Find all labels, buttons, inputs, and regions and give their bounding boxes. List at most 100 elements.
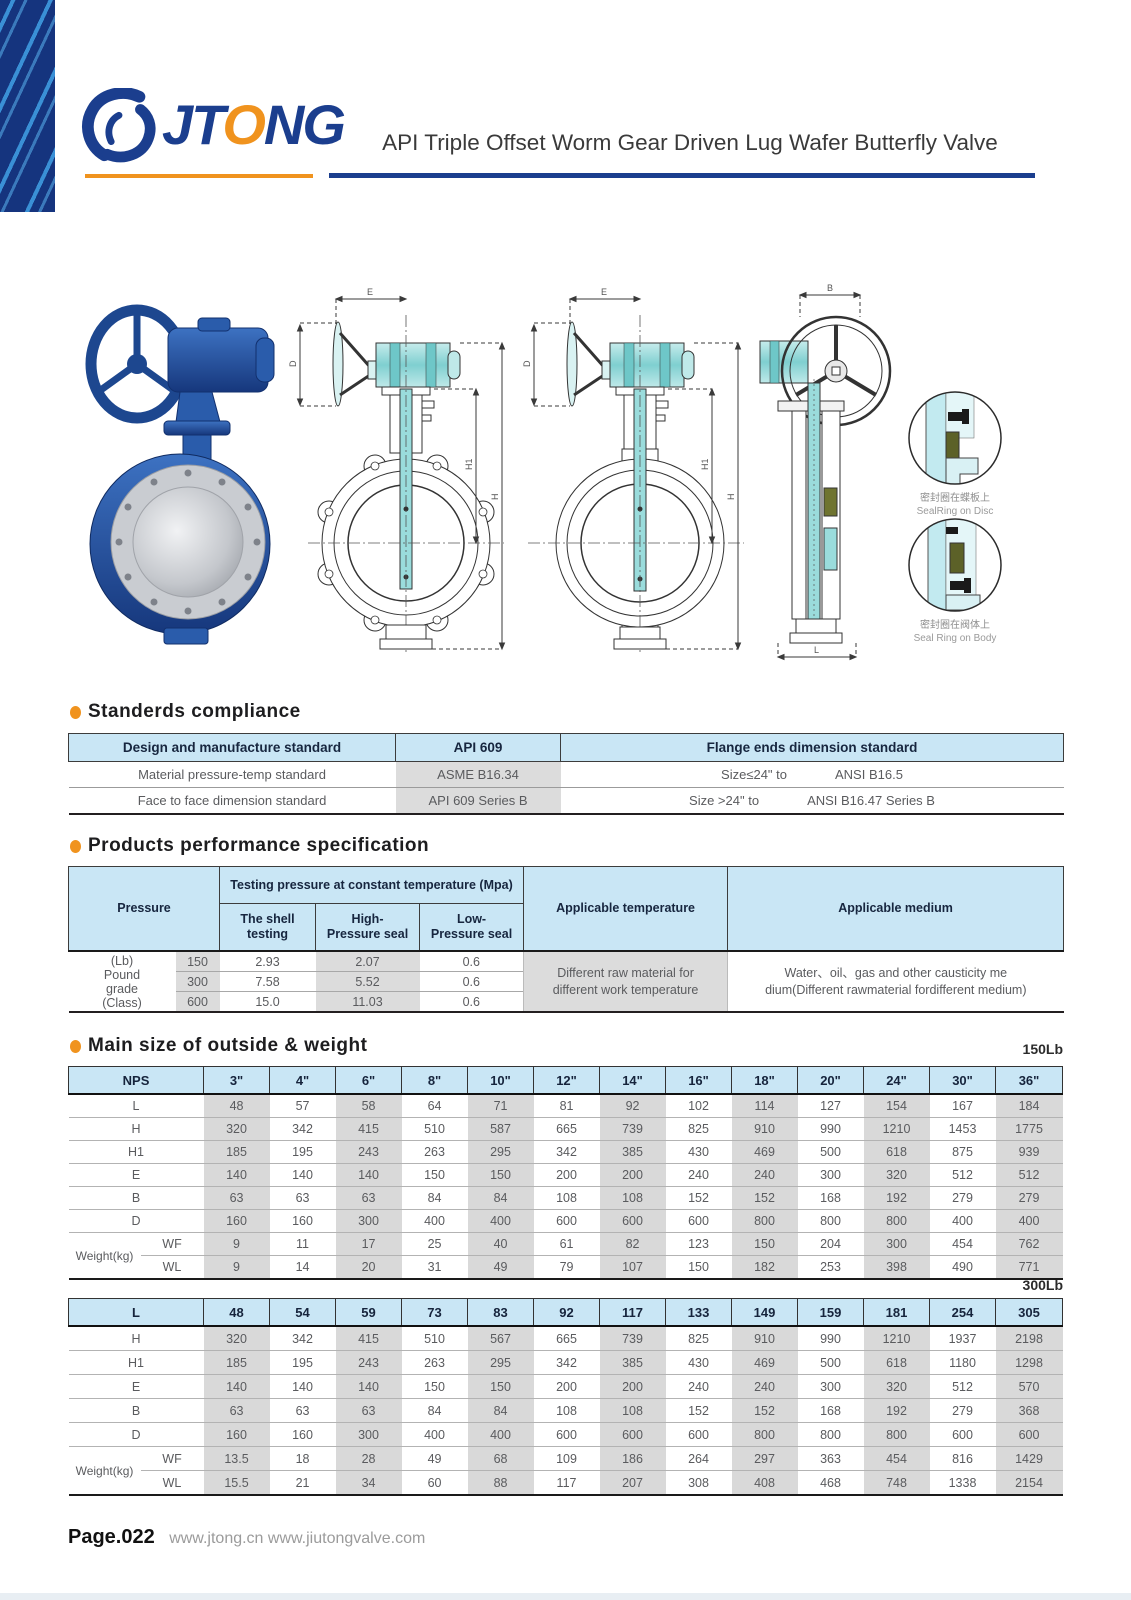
size-col-header: 133 <box>665 1298 733 1327</box>
size-value-cell: 60 <box>401 1470 468 1495</box>
table-row: D 160 160 300 400 400 600 600 600 800 800 800 400 400 <box>68 1209 1063 1233</box>
detail-caption-en: SealRing on Disc <box>917 506 994 517</box>
page-footer: Page.022 www.jtong.cn www.jiutongvalve.c… <box>68 1526 425 1549</box>
size-value-cell: 500 <box>797 1140 864 1164</box>
size-value-cell: 263 <box>401 1350 468 1375</box>
bullet-icon <box>70 1039 81 1053</box>
size-value-cell: 400 <box>401 1422 468 1447</box>
table-cell: 0.6 <box>419 971 524 992</box>
size-col-header: 305 <box>995 1298 1064 1327</box>
col-header: Flange ends dimension standard <box>560 733 1064 762</box>
size-value-cell: 400 <box>467 1209 534 1233</box>
size-value-cell: 2198 <box>995 1325 1063 1351</box>
size-col-header: 24" <box>863 1066 931 1095</box>
size-col-header: 181 <box>863 1298 931 1327</box>
size-value-cell: 1180 <box>929 1350 996 1375</box>
dim-label-L: L <box>814 645 819 655</box>
size-value-cell: 990 <box>797 1325 864 1351</box>
size-value-cell: 1429 <box>995 1446 1063 1471</box>
col-header: Applicable medium <box>727 866 1065 952</box>
standard-ref: ANSI B16.47 Series B <box>807 793 935 808</box>
table-row: Pressure Testing pressure at constant te… <box>67 866 1065 952</box>
size-value-cell: 107 <box>599 1255 666 1279</box>
table-cell: 7.58 <box>219 971 316 992</box>
size-value-cell: 63 <box>335 1398 402 1423</box>
gearbox <box>375 342 461 396</box>
side-view-drawing: B L <box>759 283 892 661</box>
size-col-header: 92 <box>533 1298 601 1327</box>
table-cell: 2.93 <box>219 950 316 972</box>
size-value-cell: 40 <box>467 1232 534 1256</box>
table-row: (Lb) Pound grade (Class) 150 2.93 2.07 0… <box>68 950 1064 1012</box>
page-title: API Triple Offset Worm Gear Driven Lug W… <box>382 130 998 155</box>
size-value-cell: 600 <box>995 1422 1063 1447</box>
size-value-cell: 430 <box>665 1140 732 1164</box>
size-col-header: 6" <box>335 1066 403 1095</box>
size-value-cell: 200 <box>599 1163 666 1187</box>
size-value-cell: 342 <box>533 1350 600 1375</box>
size-value-cell: 167 <box>929 1093 996 1118</box>
row-label: H1 <box>68 1350 204 1375</box>
size-value-cell: 240 <box>665 1374 732 1399</box>
size-col-header: 4" <box>269 1066 337 1095</box>
size-value-cell: 150 <box>401 1163 468 1187</box>
front-view-wafer-drawing: E D H1 H <box>522 287 744 653</box>
size-value-cell: 368 <box>995 1398 1063 1423</box>
detail-caption-cn: 密封圈在蝶板上 <box>920 491 990 504</box>
size-value-cell: 71 <box>467 1093 534 1118</box>
size-value-cell: 600 <box>665 1209 732 1233</box>
medium-cell: Water、oil、gas and other causticity me di… <box>727 950 1064 1012</box>
size-col-header: 8" <box>401 1066 469 1095</box>
dim-label-H1: H1 <box>700 458 710 470</box>
size-value-cell: 415 <box>335 1117 402 1141</box>
size-col-header: 16" <box>665 1066 733 1095</box>
size-col-header: 54 <box>269 1298 337 1327</box>
class-cell: 600 <box>175 991 220 1012</box>
header-rule-orange <box>85 174 313 178</box>
table-cell: ASME B16.34 <box>395 761 561 788</box>
size-value-cell: 15.5 <box>203 1470 270 1495</box>
size-table-150lb-host: NPS 3" 4" 6" 8" 10" 12" 14" 16" 18" 20" 24" 30" 36" L 4… <box>67 1066 1064 1280</box>
col-header: Design and manufacture standard <box>68 733 396 762</box>
size-value-cell: 49 <box>401 1446 468 1471</box>
size-value-cell: 1338 <box>929 1470 996 1495</box>
valve-body-front <box>528 315 744 653</box>
size-value-cell: 82 <box>599 1232 666 1256</box>
gearbox <box>759 340 809 384</box>
row-label: H <box>68 1117 204 1141</box>
size-value-cell: 152 <box>665 1398 732 1423</box>
size-value-cell: 152 <box>731 1186 798 1210</box>
size-value-cell: 200 <box>533 1163 600 1187</box>
size-value-cell: 195 <box>269 1140 336 1164</box>
size-value-cell: 140 <box>335 1163 402 1187</box>
size-value-cell: 587 <box>467 1117 534 1141</box>
size-value-cell: 939 <box>995 1140 1063 1164</box>
size-value-cell: 207 <box>599 1470 666 1495</box>
seal-detail-disc: 密封圈在蝶板上 SealRing on Disc <box>908 391 1002 517</box>
size-value-cell: 300 <box>797 1163 864 1187</box>
size-value-cell: 108 <box>533 1186 600 1210</box>
size-value-cell: 295 <box>467 1350 534 1375</box>
row-label: E <box>68 1374 204 1399</box>
dim-label-E: E <box>601 287 607 297</box>
size-value-cell: 342 <box>269 1117 336 1141</box>
size-value-cell: 61 <box>533 1232 600 1256</box>
size-value-cell: 570 <box>995 1374 1063 1399</box>
size-value-cell: 295 <box>467 1140 534 1164</box>
row-label: D <box>68 1422 204 1447</box>
size-value-cell: 320 <box>863 1374 930 1399</box>
col-header: High- Pressure seal <box>315 903 421 952</box>
table-cell: Material pressure-temp standard <box>68 761 396 788</box>
size-value-cell: 279 <box>929 1186 996 1210</box>
size-value-cell: 910 <box>731 1325 798 1351</box>
brand-wordmark: JTONG <box>162 92 346 157</box>
size-value-cell: 800 <box>731 1209 798 1233</box>
size-col-header: 14" <box>599 1066 667 1095</box>
size-col-header: 36" <box>995 1066 1064 1095</box>
size-value-cell: 415 <box>335 1325 402 1351</box>
size-value-cell: 84 <box>467 1186 534 1210</box>
class-label-300lb: 300Lb <box>1022 1277 1063 1293</box>
size-value-cell: 240 <box>731 1163 798 1187</box>
size-value-cell: 184 <box>995 1093 1063 1118</box>
